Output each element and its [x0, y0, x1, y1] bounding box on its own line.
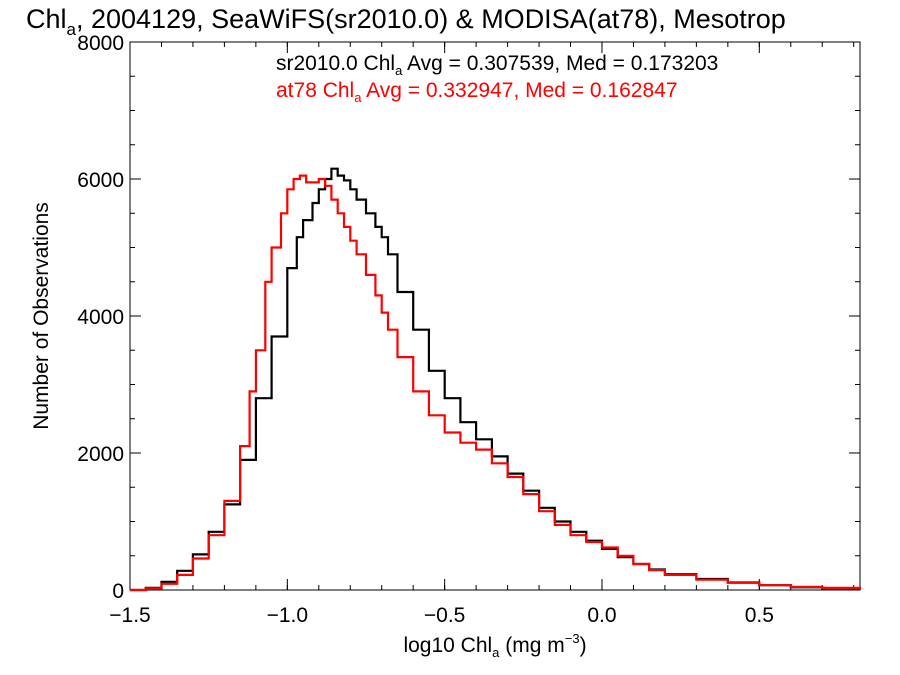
x-label-sub: a [492, 645, 500, 660]
plot-frame [129, 41, 861, 591]
x-tick-label: 0.0 [587, 604, 616, 627]
y-axis-label: Number of Observations [30, 202, 53, 430]
y-tick-label: 2000 [77, 443, 124, 466]
chart-title-rest: , 2004129, SeaWiFS(sr2010.0) & MODISA(at… [76, 4, 786, 34]
chart-title-main: Chl [26, 4, 67, 34]
y-axis-ticks: 0 2000 4000 6000 8000 [77, 32, 860, 603]
legend-red-post: Avg = 0.332947, Med = 0.162847 [361, 79, 677, 102]
legend-red-sub: a [354, 90, 362, 105]
y-tick-label: 6000 [77, 169, 124, 192]
legend-black-sub: a [395, 63, 403, 78]
x-axis-ticks: −1.5 −1.0 −0.5 0.0 0.5 [109, 42, 855, 627]
x-label-pre: log10 Chl [403, 634, 492, 657]
series-line-red [130, 174, 862, 592]
x-label-mid: (mg m [499, 634, 564, 657]
legend-red-pre: at78 Chl [276, 79, 354, 102]
series-layer [130, 167, 862, 592]
series-line-black [130, 167, 862, 592]
chart-title-subscript: a [67, 20, 77, 39]
y-tick-label: 0 [112, 580, 124, 603]
x-tick-label: −0.5 [424, 604, 465, 627]
x-axis-label: log10 Chla (mg m−3) [403, 631, 586, 660]
legend-entry-red: at78 Chla Avg = 0.332947, Med = 0.162847 [276, 79, 678, 105]
legend-entry-black: sr2010.0 Chla Avg = 0.307539, Med = 0.17… [276, 52, 718, 78]
x-label-sup: −3 [565, 631, 580, 646]
legend-black-pre: sr2010.0 Chl [276, 52, 395, 75]
legend-black-post: Avg = 0.307539, Med = 0.173203 [402, 52, 718, 75]
y-tick-label: 4000 [77, 306, 124, 329]
x-label-post: ) [580, 634, 587, 657]
x-tick-label: −1.5 [109, 604, 150, 627]
y-tick-label: 8000 [77, 32, 124, 55]
x-tick-label: 0.5 [745, 604, 774, 627]
x-tick-label: −1.0 [267, 604, 308, 627]
chart-title: Chla, 2004129, SeaWiFS(sr2010.0) & MODIS… [26, 4, 786, 39]
